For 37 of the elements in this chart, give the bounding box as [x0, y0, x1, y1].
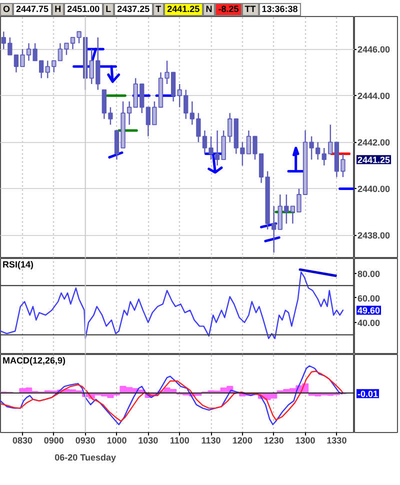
text: 2451.00 — [64, 3, 103, 16]
x-tick-label: 1100 — [170, 436, 190, 446]
y-tick-label: 40.00 — [358, 318, 380, 328]
text: H — [52, 3, 64, 16]
x-tick-label: 1130 — [201, 436, 221, 446]
x-tick-label: 1300 — [295, 436, 316, 446]
x-tick-label: 0830 — [12, 436, 33, 446]
y-tick-label: 2442.00 — [358, 138, 390, 148]
text: N — [202, 3, 216, 16]
text: -8.25 — [215, 3, 242, 16]
text: L — [102, 3, 114, 16]
x-tick-label: 0930 — [75, 436, 96, 446]
x-tick-label: 1030 — [138, 436, 158, 446]
text: 2437.25 — [114, 3, 153, 16]
x-tick-label: 1330 — [326, 436, 347, 446]
y-tick-label: 2444.00 — [358, 91, 390, 102]
text: 2447.75 — [13, 3, 52, 16]
y-tick-label: 80.00 — [358, 268, 380, 279]
x-tick-label: 1230 — [264, 436, 284, 446]
text: O — [0, 3, 14, 16]
y-tick-label: 60.00 — [358, 293, 380, 304]
x-tick-label: 0900 — [44, 436, 64, 446]
text: 2441.25 — [164, 3, 203, 16]
text: -0.01 — [358, 389, 378, 400]
y-tick-label: 2440.00 — [358, 184, 390, 194]
y-tick-label: 2446.00 — [358, 44, 390, 55]
chart-title: MACD(12,26,9) — [2, 356, 66, 366]
y-tick-label: 2438.00 — [358, 230, 390, 241]
x-tick-label: 1200 — [232, 436, 252, 446]
x-tick-label: 1000 — [106, 436, 127, 446]
text: 13:36:38 — [258, 3, 301, 16]
text: 2441.25 — [358, 155, 390, 166]
chart-title: RSI(14) — [2, 260, 34, 270]
text: 06-20 Tuesday — [54, 452, 116, 462]
text: T — [152, 3, 164, 16]
text: 49.60 — [358, 306, 380, 316]
text: TT — [242, 3, 259, 16]
